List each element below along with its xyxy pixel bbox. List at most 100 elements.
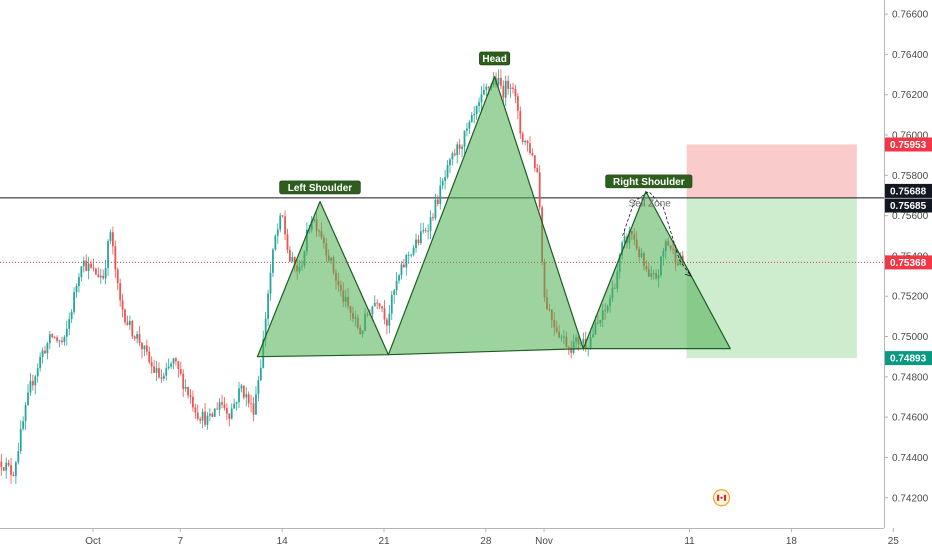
candle bbox=[70, 309, 73, 323]
pattern-triangle-1[interactable] bbox=[256, 200, 389, 358]
projection-path[interactable] bbox=[622, 190, 692, 277]
candle bbox=[145, 339, 148, 356]
candle bbox=[269, 264, 272, 301]
x-tick-label: 11 bbox=[684, 536, 695, 547]
candle bbox=[65, 320, 68, 346]
candle-body bbox=[514, 88, 517, 97]
time-axis-background bbox=[0, 528, 932, 550]
candle bbox=[109, 229, 112, 244]
candle bbox=[434, 193, 437, 221]
candle-body bbox=[208, 413, 211, 416]
candle bbox=[165, 362, 168, 381]
candle bbox=[272, 248, 274, 278]
candle bbox=[453, 148, 456, 157]
candle bbox=[466, 122, 468, 137]
candle bbox=[386, 317, 388, 335]
pattern-triangle-2[interactable] bbox=[387, 75, 584, 356]
candle bbox=[216, 402, 219, 410]
candle-body bbox=[240, 385, 243, 389]
pattern-label-1[interactable]: Left Shoulder bbox=[279, 180, 361, 195]
x-tick-label: Nov bbox=[535, 536, 553, 547]
candle-body bbox=[504, 80, 507, 98]
candle-body bbox=[119, 283, 122, 301]
candle bbox=[478, 97, 480, 113]
candle bbox=[504, 75, 507, 107]
candle bbox=[153, 359, 156, 374]
price-marker-tag bbox=[885, 198, 932, 213]
x-tick-label: 28 bbox=[480, 536, 492, 547]
pattern-label-3[interactable]: Right Shoulder bbox=[605, 174, 693, 189]
candle bbox=[524, 139, 527, 146]
candle-body bbox=[27, 392, 29, 406]
candle-body bbox=[141, 342, 143, 350]
candle bbox=[526, 140, 529, 152]
candle-body bbox=[279, 215, 282, 230]
candle bbox=[405, 253, 408, 276]
candle bbox=[240, 383, 243, 393]
candle bbox=[475, 105, 478, 120]
candle bbox=[78, 273, 80, 293]
price-marker-tag bbox=[885, 183, 932, 198]
candle bbox=[407, 251, 410, 264]
candle bbox=[2, 467, 5, 472]
pattern-label-text: Head bbox=[482, 54, 506, 65]
candle bbox=[449, 157, 451, 174]
candle bbox=[381, 305, 383, 312]
candle bbox=[119, 278, 122, 307]
candle-body bbox=[206, 415, 209, 425]
x-tick-label: Oct bbox=[85, 536, 101, 547]
candle-body bbox=[41, 350, 44, 357]
candle-body bbox=[255, 394, 257, 415]
candle-body bbox=[116, 269, 119, 284]
candle-body bbox=[422, 230, 425, 232]
candle bbox=[10, 457, 12, 484]
candle-body bbox=[2, 467, 5, 471]
candle-body bbox=[274, 235, 277, 250]
candle bbox=[12, 471, 15, 477]
candle bbox=[247, 391, 250, 408]
candle bbox=[87, 256, 90, 280]
candle-body bbox=[189, 395, 192, 397]
pattern-label-box bbox=[279, 180, 361, 195]
candle-body bbox=[187, 386, 189, 396]
candle-body bbox=[99, 275, 102, 278]
candle bbox=[519, 106, 522, 139]
candle-body bbox=[14, 462, 17, 477]
candle bbox=[463, 130, 466, 154]
candle-body bbox=[259, 367, 262, 381]
canada-flag-icon[interactable] bbox=[712, 489, 731, 507]
candle bbox=[499, 69, 502, 90]
candle bbox=[97, 267, 100, 278]
pattern-label-2[interactable]: Head bbox=[479, 51, 511, 66]
candle bbox=[34, 374, 37, 395]
candle-body bbox=[242, 385, 245, 398]
price-marker-0.74893: 0.74893 bbox=[885, 351, 932, 366]
candle bbox=[427, 224, 430, 240]
candle bbox=[225, 403, 228, 421]
candle bbox=[439, 177, 442, 210]
candle bbox=[250, 394, 253, 413]
y-tick-label: 0.75000 bbox=[892, 332, 929, 343]
candle-body bbox=[65, 328, 68, 337]
candle-body bbox=[257, 380, 260, 395]
candle bbox=[221, 394, 223, 409]
candle bbox=[255, 386, 257, 415]
candle-body bbox=[51, 334, 54, 338]
candle bbox=[223, 397, 226, 411]
candle bbox=[126, 315, 129, 326]
candle-body bbox=[536, 168, 539, 173]
pattern-label-text: Right Shoulder bbox=[613, 177, 685, 188]
candle-body bbox=[184, 386, 187, 389]
candle-body bbox=[383, 308, 386, 320]
y-tick-label: 0.76200 bbox=[892, 90, 929, 101]
candle-body bbox=[136, 334, 139, 339]
candle-body bbox=[478, 102, 480, 107]
x-tick-label: 7 bbox=[178, 536, 184, 547]
candle bbox=[150, 356, 153, 374]
candle bbox=[46, 341, 49, 360]
candle-body bbox=[201, 411, 204, 421]
candle-body bbox=[439, 185, 442, 204]
candle-body bbox=[407, 254, 410, 256]
